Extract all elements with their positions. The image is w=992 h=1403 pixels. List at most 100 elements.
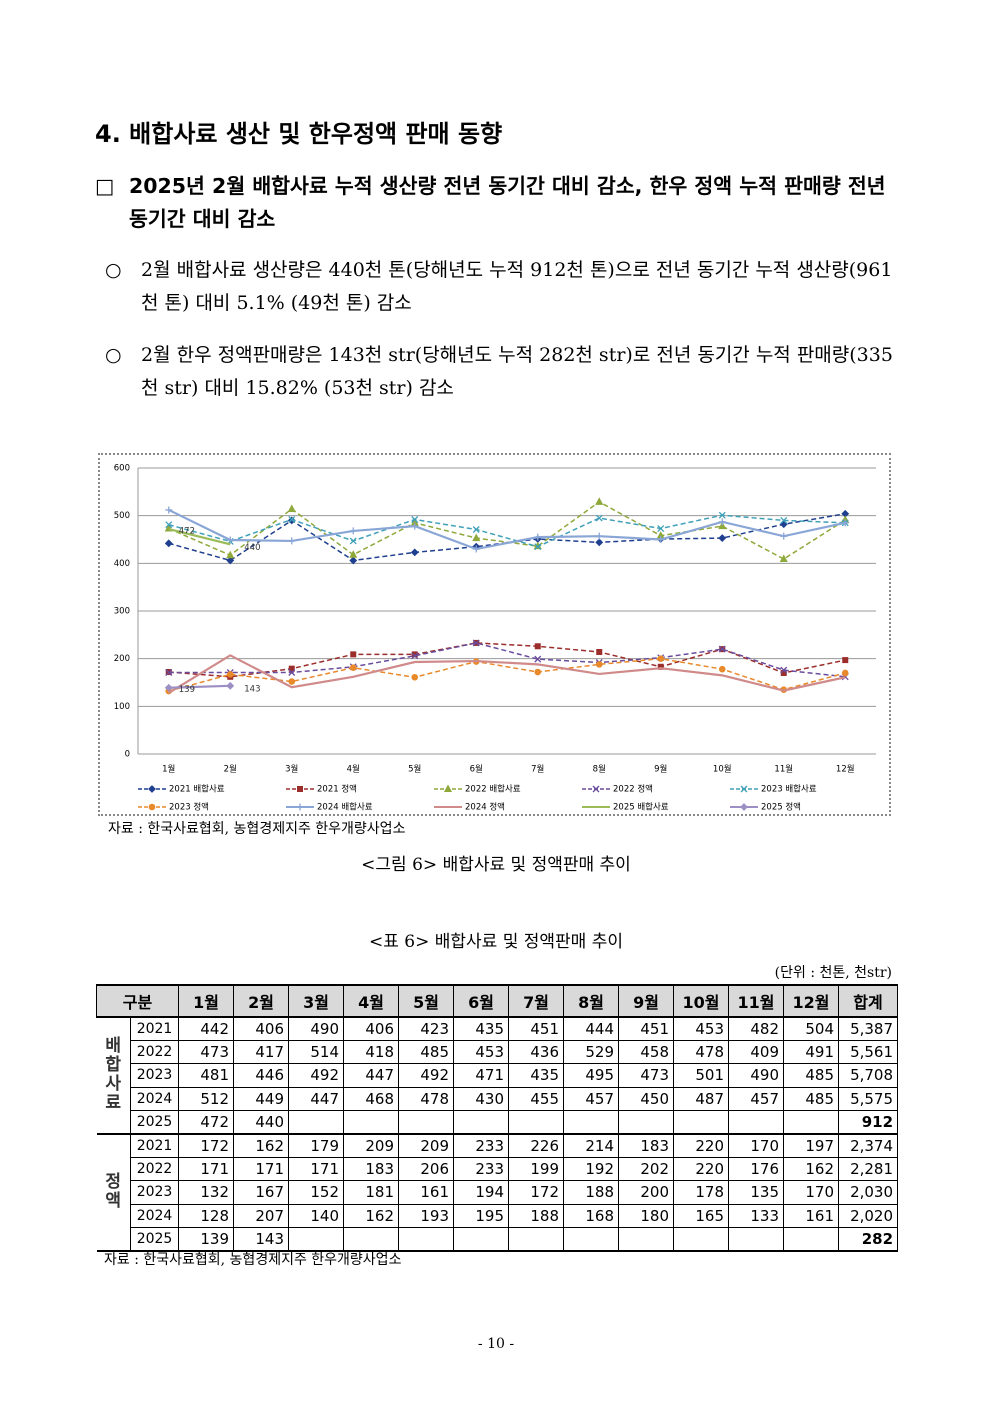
table-cell: 436 <box>508 1040 565 1065</box>
table-cell: 2022 <box>129 1157 180 1182</box>
legend-label: 2021 정액 <box>317 784 357 795</box>
table-cell: 207 <box>233 1203 290 1228</box>
marker <box>349 537 357 545</box>
table-cell: 170 <box>728 1133 785 1159</box>
series <box>168 654 846 694</box>
marker <box>657 655 665 662</box>
table-row: 2023 132 167 152 181 161 194 172 188 200 178 135 170… <box>97 1180 899 1205</box>
table-cell: 435 <box>508 1063 565 1088</box>
table-cell: 430 <box>453 1086 510 1111</box>
header-cell: 합계 <box>838 984 899 1018</box>
table-cell: 200 <box>618 1180 675 1205</box>
table-cell: 468 <box>343 1086 400 1111</box>
marker <box>296 803 304 811</box>
marker <box>226 556 235 565</box>
chart: 0 100 200 300 400 500 600 1월 2월 3월 4월 5월 6월 7월 8월 9월 10월… <box>114 464 876 813</box>
header-cell: 1월 <box>178 984 235 1018</box>
marker <box>226 536 234 544</box>
table-cell: 233 <box>453 1133 510 1159</box>
bullet: □ <box>95 174 115 198</box>
unit: (단위 : 천톤, 천str) <box>774 965 892 981</box>
header-cell: 7월 <box>508 984 565 1018</box>
source: 자료 : 한국사료협회, 농협경제지주 한우개량사업소 <box>104 1252 402 1268</box>
table-cell: 282 <box>838 1226 899 1252</box>
table-cell: 423 <box>398 1016 455 1042</box>
series: 472 440 <box>168 527 260 553</box>
marker <box>718 645 726 653</box>
table-cell: 457 <box>563 1086 620 1111</box>
table-cell <box>343 1109 400 1135</box>
table-cell: 2024 <box>129 1203 180 1228</box>
table-cell: 406 <box>343 1016 400 1042</box>
header-cell: 3월 <box>288 984 345 1018</box>
marker <box>592 785 600 793</box>
y-tick-label: 100 <box>114 702 130 712</box>
table-cell <box>398 1109 455 1135</box>
y-tick-label: 200 <box>114 654 130 664</box>
table-cell: 195 <box>453 1203 510 1228</box>
table-cell: 171 <box>288 1157 345 1182</box>
marker <box>718 511 726 519</box>
table-cell <box>343 1226 400 1252</box>
table-cell: 501 <box>673 1063 730 1088</box>
table-cell <box>783 1226 840 1252</box>
table-cell: 209 <box>343 1133 400 1159</box>
table-cell <box>508 1109 565 1135</box>
x-tick-label: 11월 <box>774 764 793 775</box>
table-cell: 5,387 <box>838 1016 899 1042</box>
table-cell: 140 <box>288 1203 345 1228</box>
legend-label: 2022 정액 <box>613 784 653 795</box>
point: ○ 2월 한우 정액판매량은 143천 str(당해년도 누적 282천 str)… <box>105 339 900 405</box>
marker <box>472 545 480 553</box>
table-cell: 473 <box>618 1063 675 1088</box>
table-cell: 482 <box>728 1016 785 1042</box>
table-head: 구분 1월 2월 3월 4월 5월 6월 7월 8월 9월 10월 11월 12월 합계 <box>95 984 899 1018</box>
line <box>168 642 846 678</box>
table-cell: 451 <box>618 1016 675 1042</box>
table-cell <box>673 1226 730 1252</box>
group-label: 배합사료 <box>96 1016 131 1135</box>
figure-caption: <그림 6> 배합사료 및 정액판매 추이 <box>361 855 631 875</box>
table-cell: 194 <box>453 1180 510 1205</box>
table-cell: 492 <box>288 1063 345 1088</box>
marker <box>410 548 419 557</box>
table-cell: 440 <box>233 1109 290 1135</box>
marker <box>780 516 788 524</box>
marker <box>595 538 604 547</box>
table-cell: 5,561 <box>838 1040 899 1065</box>
data-label: 440 <box>244 543 260 553</box>
table-row: 2022 171 171 171 183 206 233 199 192 202 220 176 162… <box>97 1157 899 1182</box>
marker <box>595 497 604 505</box>
table-cell: 2022 <box>129 1040 180 1065</box>
marker <box>596 648 603 655</box>
table-cell: 490 <box>728 1063 785 1088</box>
y-tick-label: 600 <box>114 464 130 474</box>
table-row: 2025 139 143 282 <box>97 1226 899 1252</box>
data-label: 472 <box>179 527 195 537</box>
table-cell: 165 <box>673 1203 730 1228</box>
marker <box>718 665 726 673</box>
table-cell: 492 <box>398 1063 455 1088</box>
group-label: 정액 <box>96 1133 131 1252</box>
marker <box>718 518 726 526</box>
table-cell: 183 <box>618 1133 675 1159</box>
marker <box>595 514 603 522</box>
table-row: 배합사료 2021 442 406 490 406 423 435 451 444 451 453 48… <box>96 1016 899 1135</box>
table-cell: 206 <box>398 1157 455 1182</box>
header-row: 구분 1월 2월 3월 4월 5월 6월 7월 8월 9월 10월 11월 12월 합계 <box>95 984 899 1018</box>
marker <box>287 504 296 512</box>
marker <box>297 786 303 792</box>
table-cell: 220 <box>673 1157 730 1182</box>
table-cell: 447 <box>343 1063 400 1088</box>
group-text: 배합사료 <box>105 1036 122 1114</box>
section-text: 2025년 2월 배합사료 누적 생산량 전년 동기간 대비 감소, 한우 정액… <box>129 174 886 231</box>
table-row: 2024 512 449 447 468 478 430 455 457 450 487 457 485… <box>97 1086 899 1111</box>
table-cell <box>728 1226 785 1252</box>
table-cell: 912 <box>838 1109 899 1135</box>
table-cell: 491 <box>783 1040 840 1065</box>
table-cell: 2,030 <box>838 1180 899 1205</box>
marker <box>534 643 541 650</box>
table-cell: 504 <box>783 1016 840 1042</box>
marker <box>472 533 481 542</box>
series <box>164 509 850 565</box>
